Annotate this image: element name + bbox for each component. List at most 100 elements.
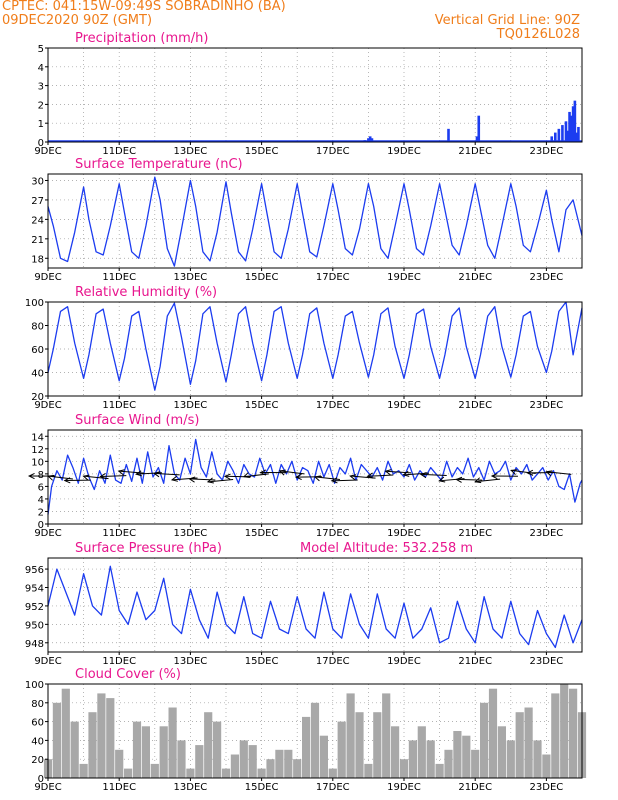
cloud-title: Cloud Cover (%) — [75, 667, 181, 682]
pressure-ytick-label: 948 — [25, 639, 44, 650]
cloud-bar — [373, 712, 382, 778]
cloud-bar — [186, 768, 195, 778]
cloud-xtick-label: 13DEC — [174, 782, 208, 793]
wind-vector-head — [366, 472, 374, 479]
cloud-bar — [239, 740, 248, 778]
cloud-axes-frame — [47, 683, 583, 779]
wind-vector-head — [188, 476, 196, 483]
wind-vector-head — [313, 475, 321, 482]
wind-vector-head — [152, 471, 161, 478]
header-vertical-grid: Vertical Grid Line: 90Z — [434, 13, 580, 28]
cloud-bar — [391, 726, 400, 778]
pressure-ytick-label: 956 — [25, 565, 44, 576]
cloud-bar — [355, 712, 364, 778]
cloud-bar — [497, 726, 506, 778]
wind-vector — [279, 470, 305, 475]
wind-vector-head — [278, 469, 286, 476]
cloud-ytick-label: 40 — [31, 736, 44, 747]
wind-vector-head — [63, 477, 71, 484]
wind-ytick-label: 8 — [38, 470, 44, 481]
cloud-bar — [346, 693, 355, 778]
wind-xtick-label: 21DEC — [458, 528, 492, 539]
temp-xtick-label: 13DEC — [174, 272, 208, 283]
cloud-panel: 0 20 40 60 80 100 9DEC 11DEC 13DEC 15DEC 17DEC 19DE… — [25, 667, 587, 793]
wind-vector — [118, 470, 145, 474]
precip-xtick-label: 19DEC — [387, 146, 421, 157]
wind-vector-head — [27, 473, 35, 480]
wind-ytick-label: 2 — [38, 507, 44, 518]
rh-xtick-label: 11DEC — [102, 400, 136, 411]
wind-series-line — [47, 438, 583, 515]
precip-bar — [575, 132, 578, 142]
cloud-bar — [488, 688, 498, 778]
precip-bar — [577, 126, 580, 142]
precip-bar — [554, 132, 557, 142]
precip-xtick-label: 23DEC — [530, 146, 564, 157]
wind-vector — [546, 471, 572, 475]
wind-vector — [456, 478, 483, 481]
wind-vector-head — [438, 476, 446, 483]
temp-xtick-label: 23DEC — [530, 272, 564, 283]
pressure-xtick-label: 21DEC — [458, 656, 492, 667]
cloud-bar — [533, 740, 542, 778]
wind-vector-head — [419, 472, 427, 479]
pressure-ytick-label: 954 — [25, 583, 44, 594]
precip-bar — [566, 130, 570, 142]
cloud-bar — [159, 726, 168, 778]
rh-ytick-label: 20 — [31, 392, 44, 403]
pressure-xtick-label: 15DEC — [245, 656, 279, 667]
temp-xtick-label: 19DEC — [387, 272, 421, 283]
wind-ytick-label: 4 — [38, 495, 44, 506]
temp-ytick-label: 21 — [31, 235, 44, 246]
cloud-bar — [293, 759, 302, 778]
pressure-title: Surface Pressure (hPa) — [75, 541, 222, 556]
precip-bar — [477, 115, 481, 142]
cloud-bar — [444, 749, 453, 778]
rh-xtick-label: 19DEC — [387, 400, 421, 411]
cloud-bar — [310, 702, 320, 778]
rh-xtick-label: 9DEC — [34, 400, 61, 411]
wind-vector — [100, 475, 127, 478]
temp-ytick-label: 24 — [31, 215, 44, 226]
wind-vector — [207, 479, 234, 483]
wind-xtick-label: 11DEC — [102, 528, 136, 539]
cloud-bar — [462, 735, 471, 778]
wind-vector-head — [242, 472, 250, 479]
precip-bar — [370, 138, 374, 142]
cloud-bar — [150, 763, 159, 778]
header-run-id: TQ0126L028 — [496, 27, 580, 42]
pressure-xtick-label: 17DEC — [316, 656, 350, 667]
wind-vector-head — [384, 469, 392, 476]
cloud-ytick-label: 20 — [31, 755, 44, 766]
precip-xtick-label: 15DEC — [245, 146, 279, 157]
rh-ytick-label: 60 — [31, 345, 44, 356]
wind-vector-head — [99, 472, 107, 480]
wind-vector-head — [490, 473, 498, 480]
wind-vector-head — [545, 470, 553, 477]
pressure-xtick-label: 11DEC — [102, 656, 136, 667]
wind-vector-head — [206, 477, 214, 484]
cloud-bar — [70, 721, 79, 778]
cloud-bar — [480, 702, 489, 778]
cloud-bar — [453, 731, 462, 778]
precip-title: Precipitation (mm/h) — [75, 31, 208, 46]
cloud-xtick-label: 11DEC — [102, 782, 136, 793]
precip-bar — [447, 128, 450, 142]
precip-xtick-label: 21DEC — [458, 146, 492, 157]
cloud-bar — [115, 749, 124, 778]
cloud-xtick-label: 21DEC — [458, 782, 492, 793]
cloud-ytick-label: 80 — [31, 699, 44, 710]
cloud-bar — [168, 707, 177, 778]
cloud-bar — [524, 707, 533, 778]
temp-ytick-label: 18 — [31, 254, 44, 265]
temp-ytick-label: 30 — [31, 176, 44, 187]
precip-bar — [557, 128, 561, 142]
precip-bar — [568, 111, 571, 142]
rh-ytick-label: 80 — [31, 322, 44, 333]
wind-xtick-label: 13DEC — [174, 528, 208, 539]
precip-xtick-label: 9DEC — [34, 146, 61, 157]
temp-xtick-label: 15DEC — [245, 272, 279, 283]
wind-ytick-label: 6 — [38, 482, 44, 493]
cloud-ytick-label: 60 — [31, 718, 44, 729]
